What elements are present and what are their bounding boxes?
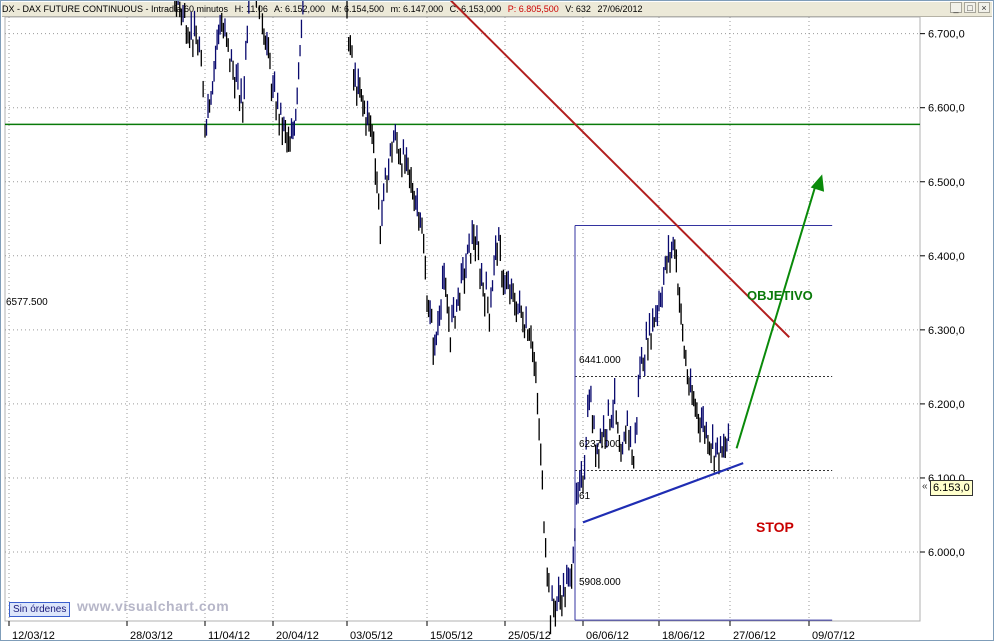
title-close: C: 6.153,000	[449, 4, 502, 14]
fib-high-label: 6441.000	[579, 355, 621, 366]
y-tick-label: 6.700,0	[928, 29, 965, 41]
target-arrow-head-icon	[810, 174, 825, 192]
y-tick-label: 6.000,0	[928, 547, 965, 559]
title-prev: P: 6.805,500	[507, 4, 559, 14]
last-price-marker-icon: «	[922, 481, 928, 492]
x-tick-label: 18/06/12	[662, 630, 705, 642]
y-tick-label: 6.500,0	[928, 177, 965, 189]
title-high: M: 6.154,500	[331, 4, 385, 14]
maximize-button[interactable]: □	[964, 2, 976, 13]
watermark: www.visualchart.com	[77, 598, 230, 614]
window-controls: _ □ ×	[950, 2, 990, 14]
fib-bottom-label: 5908.000	[579, 577, 621, 588]
title-hour: H: 11:06	[234, 4, 268, 14]
title-volume: V: 632	[565, 4, 591, 14]
title-low: m: 6.147,000	[390, 4, 444, 14]
title-date: 27/06/2012	[597, 4, 643, 14]
y-tick-label: 6.200,0	[928, 399, 965, 411]
horizontal-level-label: 6577.500	[6, 297, 48, 308]
x-tick-label: 09/07/12	[812, 630, 855, 642]
x-tick-label: 27/06/12	[733, 630, 776, 642]
orders-status-button[interactable]: Sin órdenes	[9, 602, 71, 617]
x-tick-label: 15/05/12	[430, 630, 473, 642]
last-price-badge: 6.153,0	[930, 480, 973, 496]
fib-mid-label: 6237.000	[579, 439, 621, 450]
objetivo-label: OBJETIVO	[747, 288, 813, 303]
stop-label: STOP	[756, 519, 794, 535]
title-open: A: 6.152,000	[273, 4, 325, 14]
x-tick-label: 12/03/12	[12, 630, 55, 642]
y-tick-label: 6.600,0	[928, 103, 965, 115]
x-tick-label: 11/04/12	[208, 630, 250, 642]
close-button[interactable]: ×	[978, 2, 990, 13]
x-tick-label: 03/05/12	[350, 630, 393, 642]
x-tick-label: 20/04/12	[276, 630, 319, 642]
x-tick-label: 06/06/12	[586, 630, 629, 642]
fib-low-label: 61	[579, 491, 591, 502]
x-tick-label: 25/05/12	[508, 630, 551, 642]
title-symbol: DX - DAX FUTURE CONTINUOUS - Intradía 60…	[2, 4, 229, 14]
target-arrow-shaft	[735, 183, 818, 449]
y-tick-label: 6.300,0	[928, 325, 965, 337]
plot-area	[4, 16, 921, 622]
minimize-button[interactable]: _	[950, 2, 962, 13]
x-tick-label: 28/03/12	[130, 630, 173, 642]
y-tick-label: 6.400,0	[928, 251, 965, 263]
downtrend-line	[449, 1, 790, 338]
support-line	[582, 462, 744, 524]
